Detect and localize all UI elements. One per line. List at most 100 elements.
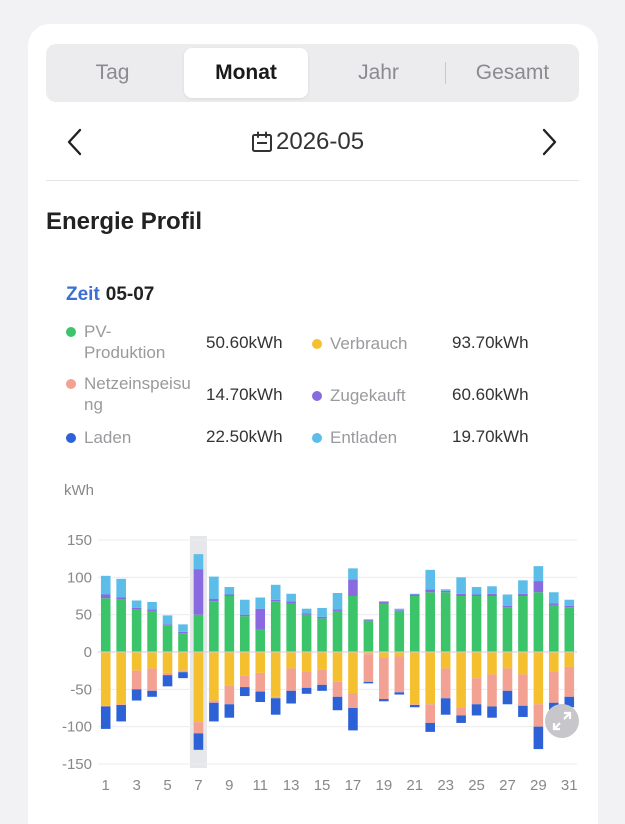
bar-segment (147, 610, 157, 652)
calendar-icon (252, 131, 272, 152)
bar-segment (363, 654, 374, 682)
bar-segment (178, 624, 188, 632)
bar-segment (409, 652, 420, 705)
bar-segment (116, 599, 126, 652)
bar-segment (162, 624, 173, 626)
bar-segment (379, 601, 389, 604)
y-tick-label: 150 (67, 532, 92, 549)
legend-value-verbrauch: 93.70kWh (452, 333, 529, 352)
bar-segment (487, 596, 497, 652)
next-month-button[interactable] (534, 124, 564, 160)
legend-value-entladen: 19.70kWh (452, 427, 529, 446)
bar-segment (224, 652, 235, 686)
bar-segment (332, 593, 343, 610)
bar-segment (178, 633, 188, 652)
bar-segment (147, 668, 157, 691)
bar-segment (564, 607, 575, 652)
bar-segment (456, 593, 466, 596)
bar-segment (533, 566, 544, 582)
bar-segment (379, 699, 389, 702)
bar-segment (502, 652, 513, 669)
bar-segment (286, 601, 296, 604)
bar-segment (502, 690, 513, 705)
bar-segment (533, 726, 544, 750)
month-picker[interactable]: 2026-05 (250, 124, 364, 160)
tab-tag[interactable]: Tag (95, 61, 130, 84)
bar-segment (301, 687, 312, 694)
section-title: Energie Profil (46, 208, 203, 235)
tooltip-time: Zeit 05-07 (66, 284, 154, 306)
bar-segment (255, 597, 266, 609)
bar-segment (348, 708, 358, 731)
bar-segment (440, 652, 451, 669)
bar-segment (456, 652, 466, 708)
bar-segment (425, 722, 435, 732)
selected-month: 2026-05 (276, 128, 365, 155)
bar-segment (286, 690, 296, 704)
bar-segment (116, 652, 126, 705)
bar-segment (564, 652, 575, 667)
bar-segment (224, 596, 235, 652)
x-tick-label: 21 (406, 777, 423, 794)
x-tick-label: 11 (252, 777, 268, 794)
chart-unit-label: kWh (64, 482, 94, 499)
tab-gesamt[interactable]: Gesamt (475, 61, 550, 84)
bar-segment (178, 670, 188, 673)
bar-segment (533, 652, 544, 705)
bar-segment (348, 693, 358, 708)
bar-segment (394, 692, 405, 695)
expand-chart-button[interactable] (545, 704, 579, 738)
bar-segment (209, 576, 219, 599)
bar-segment (178, 652, 188, 671)
bar-segment (286, 603, 296, 652)
tab-divider (445, 62, 446, 84)
bar-segment (379, 601, 389, 602)
bar-segment (193, 733, 204, 750)
bar-segment (100, 652, 111, 706)
bar-segment (363, 619, 374, 621)
bar-segment (348, 596, 358, 652)
bar-segment (100, 705, 111, 707)
tab-monat[interactable]: Monat (184, 48, 308, 98)
prev-month-button[interactable] (60, 124, 90, 160)
bar-segment (131, 609, 142, 652)
y-tick-label: -100 (62, 719, 92, 736)
bar-segment (209, 700, 219, 703)
bar-segment (471, 652, 482, 679)
bar-segment (425, 704, 435, 723)
bar-segment (286, 652, 296, 669)
bar-segment (162, 652, 173, 673)
bar-segment (317, 607, 327, 617)
legend-entladen: Entladen (312, 427, 397, 448)
y-tick-label: 100 (67, 569, 92, 586)
legend-laden: Laden (66, 427, 131, 448)
bar-segment (394, 610, 405, 611)
bar-segment (131, 600, 142, 608)
bar-segment (147, 690, 157, 697)
bar-segment (209, 601, 219, 652)
bar-segment (162, 615, 173, 625)
x-tick-label: 7 (194, 777, 202, 794)
bar-segment (270, 652, 281, 697)
bar-segment (502, 594, 513, 606)
bar-segment (564, 605, 575, 608)
legend-label-pv-1: PV- (84, 322, 112, 341)
bar-segment (255, 608, 266, 630)
chevron-left-icon (67, 128, 82, 156)
bar-segment (162, 672, 173, 676)
legend-value-zugekauft: 60.60kWh (452, 385, 529, 404)
legend-dot-zugekauft (312, 391, 322, 401)
legend-label-netz-1: Netzeinspeisu (84, 374, 191, 393)
tab-jahr[interactable]: Jahr (358, 61, 399, 84)
bar-segment (317, 669, 327, 685)
bar-segment (409, 596, 420, 652)
x-tick-label: 15 (314, 777, 331, 794)
bar-segment (363, 619, 374, 620)
legend-dot-laden (66, 433, 76, 443)
bar-segment (533, 704, 544, 727)
bar-segment (116, 704, 126, 706)
bar-segment (456, 715, 466, 723)
bar-segment (147, 609, 157, 611)
bar-segment (379, 657, 389, 700)
